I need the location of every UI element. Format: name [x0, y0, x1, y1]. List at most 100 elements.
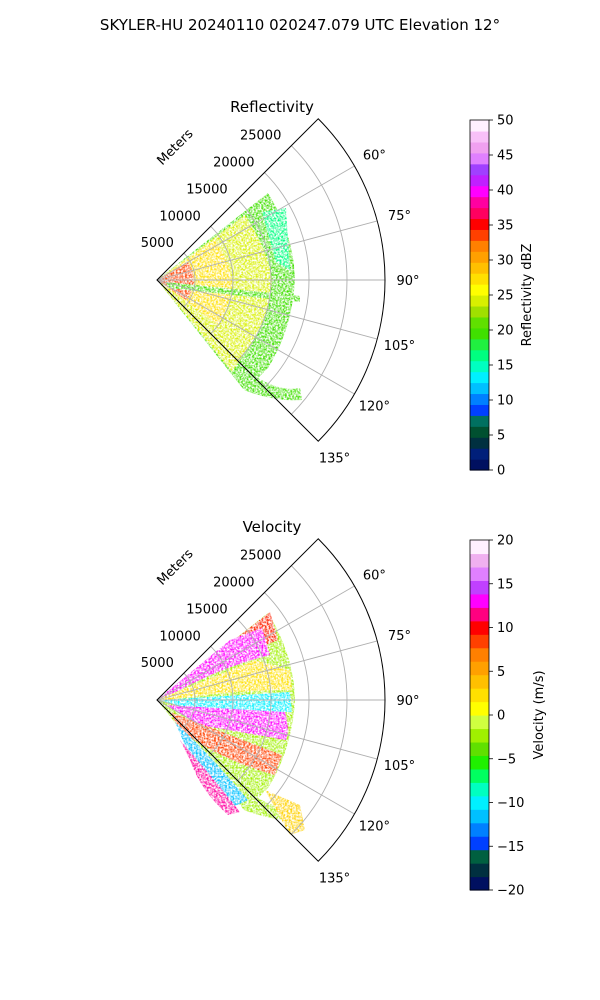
velocity-panel: Velocity Meters 5000 10000 15000 20000 25000… [141, 518, 547, 899]
figure-title: SKYLER-HU 20240110 020247.079 UTC Elevat… [99, 16, 501, 34]
colorbar-band [470, 620, 489, 635]
azimuth-tick-label: 75° [388, 209, 411, 224]
colorbar-tick-label: 20 [497, 534, 514, 549]
colorbar-band [470, 863, 489, 878]
azimuth-tick-labels: 60° 75° 90° 105° 120° 135° [319, 149, 420, 467]
polar-grid [156, 118, 386, 442]
colorbar-band [470, 607, 489, 622]
azimuth-spoke [156, 699, 378, 760]
range-tick-label: 20000 [213, 576, 254, 591]
colorbar-band [470, 229, 489, 241]
colorbar-band [470, 371, 489, 384]
colorbar-band [470, 360, 489, 373]
colorbar-band [470, 768, 489, 783]
colorbar-tick-label: 30 [497, 254, 514, 269]
range-unit-label: Meters [155, 126, 197, 168]
colorbar-band [470, 688, 489, 703]
colorbar-band [470, 741, 489, 756]
colorbar-band [470, 130, 489, 143]
azimuth-tick-label: 135° [319, 451, 350, 466]
range-tick-label: 5000 [141, 656, 174, 671]
colorbar-band [470, 782, 489, 797]
colorbar-band [470, 251, 489, 263]
colorbar-band [470, 262, 489, 274]
colorbar-bands [470, 540, 489, 891]
colorbar-band [470, 185, 489, 198]
azimuth-spoke [156, 279, 378, 340]
colorbar-band [470, 728, 489, 743]
echo-region-yellow-lower [265, 790, 305, 835]
sector-outline [156, 118, 386, 442]
colorbar-band [470, 566, 489, 581]
colorbar-tick-label: 35 [497, 219, 514, 234]
range-tick-labels: 5000 10000 15000 20000 25000 [141, 129, 282, 251]
colorbar-band [470, 174, 489, 187]
colorbar-band [470, 120, 489, 132]
azimuth-tick-label: 60° [363, 149, 386, 164]
range-tick-label: 15000 [186, 182, 227, 197]
colorbar-band [470, 305, 489, 318]
colorbar-band [470, 349, 489, 362]
reflectivity-panel: Reflectivity Meters 5000 10000 15000 20000 2… [141, 98, 535, 479]
colorbar-tick-label: 50 [497, 114, 514, 129]
echo-region-magenta-upper [157, 628, 270, 700]
colorbar-band [470, 437, 489, 449]
colorbar-band [470, 152, 489, 165]
azimuth-tick-label: 90° [396, 694, 419, 709]
range-tick-label: 15000 [186, 602, 227, 617]
colorbar-tick-label: 15 [497, 577, 514, 592]
colorbar-tick-label: −15 [497, 840, 524, 855]
colorbar-band [470, 836, 489, 851]
colorbar-tick-label: 5 [497, 665, 505, 680]
colorbar-band [470, 849, 489, 864]
azimuth-tick-label: 105° [384, 339, 415, 354]
colorbar-band [470, 163, 489, 176]
colorbar-band [470, 426, 489, 438]
colorbar-band [470, 338, 489, 351]
colorbar-band [470, 661, 489, 676]
colorbar-band [470, 141, 489, 154]
colorbar-tick-label: 15 [497, 359, 514, 374]
colorbar-tick-label: 0 [497, 464, 505, 479]
range-tick-label: 5000 [141, 236, 174, 251]
colorbar-band [470, 755, 489, 770]
sector-outline [156, 538, 386, 862]
colorbar-band [470, 415, 489, 427]
colorbar-band [470, 701, 489, 716]
colorbar-band [470, 715, 489, 730]
colorbar-band [470, 795, 489, 810]
azimuth-tick-label: 60° [363, 569, 386, 584]
panel-title: Velocity [243, 518, 302, 536]
colorbar-band [470, 540, 489, 555]
colorbar-tick-labels: 20 15 10 5 0 −5 −10 −15 −20 [489, 534, 524, 899]
range-unit-label: Meters [155, 546, 197, 588]
range-tick-label: 10000 [159, 209, 200, 224]
range-tick-label: 25000 [240, 129, 281, 144]
azimuth-spoke [156, 220, 378, 281]
colorbar: 20 15 10 5 0 −5 −10 −15 −20 Velocity (m/s) [469, 534, 547, 899]
colorbar-band [470, 240, 489, 252]
azimuth-spoke [156, 640, 378, 701]
colorbar-band [470, 218, 489, 230]
colorbar-band [470, 316, 489, 329]
colorbar-band [470, 876, 489, 891]
echo-region-cyan [262, 208, 290, 270]
azimuth-tick-label: 135° [319, 871, 350, 886]
radar-echo-field [157, 612, 305, 835]
azimuth-spoke [156, 699, 355, 815]
colorbar-tick-label: 20 [497, 324, 514, 339]
azimuth-tick-label: 90° [396, 274, 419, 289]
colorbar-tick-label: 0 [497, 709, 505, 724]
azimuth-spoke [156, 165, 355, 281]
azimuth-tick-label: 120° [359, 820, 390, 835]
colorbar-band [470, 393, 489, 405]
colorbar-band [470, 674, 489, 689]
echo-region-yellow-upper [157, 660, 292, 700]
colorbar-tick-label: 45 [497, 149, 514, 164]
colorbar-band [470, 327, 489, 340]
panel-title: Reflectivity [230, 98, 314, 116]
echo-region-blue [175, 722, 248, 806]
